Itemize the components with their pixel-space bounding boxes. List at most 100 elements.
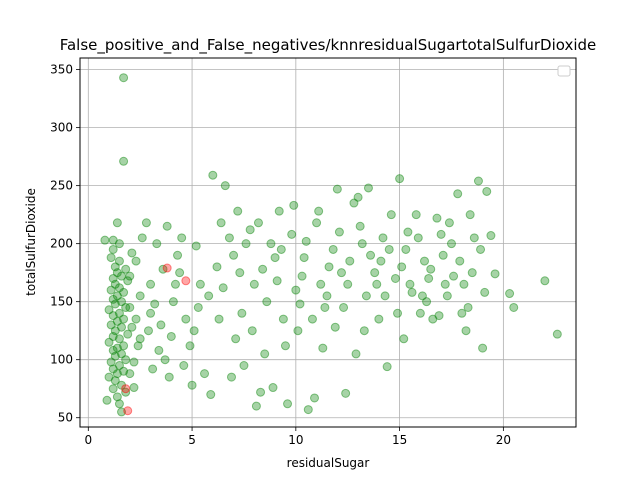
data-point-green bbox=[117, 297, 127, 307]
data-point-green bbox=[110, 326, 120, 336]
data-point-green bbox=[478, 343, 488, 353]
plot-area bbox=[80, 58, 576, 427]
data-point-green bbox=[420, 256, 430, 266]
data-point-green bbox=[363, 183, 373, 193]
data-point-green bbox=[112, 291, 122, 301]
data-point-green bbox=[312, 218, 322, 228]
data-point-green bbox=[442, 291, 452, 301]
data-point-green bbox=[112, 218, 122, 228]
data-point-green bbox=[407, 287, 417, 297]
y-axis-ticks: 50 100 150 200 250 300 350 bbox=[50, 63, 80, 425]
data-point-green bbox=[276, 244, 286, 254]
data-point-green bbox=[231, 334, 241, 344]
data-point-green bbox=[351, 349, 361, 359]
data-point-green bbox=[108, 294, 118, 304]
data-point-green bbox=[162, 221, 172, 231]
data-point-green bbox=[135, 291, 145, 301]
data-point-green bbox=[100, 235, 110, 245]
x-axis-ticks: 0 5 10 15 20 bbox=[84, 427, 511, 447]
x-tick-label: 5 bbox=[188, 433, 196, 447]
data-point-green bbox=[158, 264, 168, 274]
data-point-green bbox=[191, 241, 201, 251]
data-point-green bbox=[110, 299, 120, 309]
data-point-green bbox=[505, 289, 515, 299]
data-point-green bbox=[214, 314, 224, 324]
data-point-green bbox=[339, 302, 349, 312]
data-point-green bbox=[166, 331, 176, 341]
data-point-green bbox=[102, 395, 112, 405]
data-point-green bbox=[490, 269, 500, 279]
data-point-green bbox=[473, 176, 483, 186]
data-point-green bbox=[119, 156, 129, 166]
data-point-green bbox=[334, 227, 344, 237]
data-point-green bbox=[121, 387, 131, 397]
data-point-green bbox=[401, 244, 411, 254]
data-point-red bbox=[181, 276, 191, 286]
data-point-green bbox=[301, 236, 311, 246]
data-point-green bbox=[461, 326, 471, 336]
data-point-green bbox=[106, 320, 116, 330]
data-point-green bbox=[241, 239, 251, 249]
data-point-green bbox=[376, 256, 386, 266]
data-point-green bbox=[127, 248, 137, 258]
y-tick-label: 200 bbox=[50, 237, 73, 251]
data-point-green bbox=[426, 264, 436, 274]
data-point-green bbox=[216, 218, 226, 228]
data-point-green bbox=[332, 184, 342, 194]
x-tick-label: 20 bbox=[496, 433, 511, 447]
data-point-green bbox=[112, 268, 122, 278]
data-point-green bbox=[438, 250, 448, 260]
data-point-green bbox=[108, 273, 118, 283]
data-point-green bbox=[110, 279, 120, 289]
data-point-green bbox=[249, 279, 259, 289]
data-point-green bbox=[444, 218, 454, 228]
data-point-green bbox=[108, 384, 118, 394]
data-point-green bbox=[135, 334, 145, 344]
data-point-green bbox=[117, 322, 127, 332]
data-point-green bbox=[353, 192, 363, 202]
data-point-green bbox=[405, 279, 415, 289]
data-point-green bbox=[233, 206, 243, 216]
data-point-green bbox=[486, 231, 496, 241]
y-tick-label: 150 bbox=[50, 295, 73, 309]
x-axis-label: residualSugar bbox=[287, 456, 370, 470]
y-tick-label: 300 bbox=[50, 121, 73, 135]
data-point-green bbox=[235, 268, 245, 278]
data-point-green bbox=[181, 314, 191, 324]
data-point-green bbox=[119, 73, 129, 83]
data-point-green bbox=[280, 341, 290, 351]
data-point-green bbox=[119, 341, 129, 351]
data-point-green bbox=[322, 291, 332, 301]
data-point-green bbox=[278, 314, 288, 324]
data-point-green bbox=[390, 273, 400, 283]
data-point-green bbox=[453, 189, 463, 199]
data-point-green bbox=[154, 345, 164, 355]
data-point-green bbox=[121, 302, 131, 312]
data-point-green bbox=[104, 337, 114, 347]
data-point-green bbox=[310, 393, 320, 403]
data-point-green bbox=[272, 276, 282, 286]
data-point-green bbox=[268, 383, 278, 393]
data-point-green bbox=[422, 297, 432, 307]
x-tick-label: 0 bbox=[84, 433, 92, 447]
data-point-green bbox=[397, 262, 407, 272]
data-point-green bbox=[345, 256, 355, 266]
data-point-green bbox=[256, 387, 266, 397]
data-point-green bbox=[114, 361, 124, 370]
y-axis-label: totalSulfurDioxide bbox=[24, 188, 38, 296]
data-point-green bbox=[399, 334, 409, 344]
data-point-green bbox=[482, 186, 492, 196]
data-point-green bbox=[413, 233, 423, 243]
data-point-green bbox=[336, 268, 346, 278]
data-point-green bbox=[432, 213, 442, 223]
data-point-red bbox=[121, 384, 131, 394]
data-point-green bbox=[355, 221, 365, 231]
data-point-green bbox=[314, 206, 324, 216]
data-point-green bbox=[112, 392, 122, 402]
data-point-green bbox=[104, 305, 114, 315]
data-point-green bbox=[476, 244, 486, 254]
data-point-green bbox=[125, 369, 135, 379]
data-point-green bbox=[108, 331, 118, 341]
data-point-green bbox=[187, 380, 197, 390]
data-point-green bbox=[119, 366, 129, 376]
